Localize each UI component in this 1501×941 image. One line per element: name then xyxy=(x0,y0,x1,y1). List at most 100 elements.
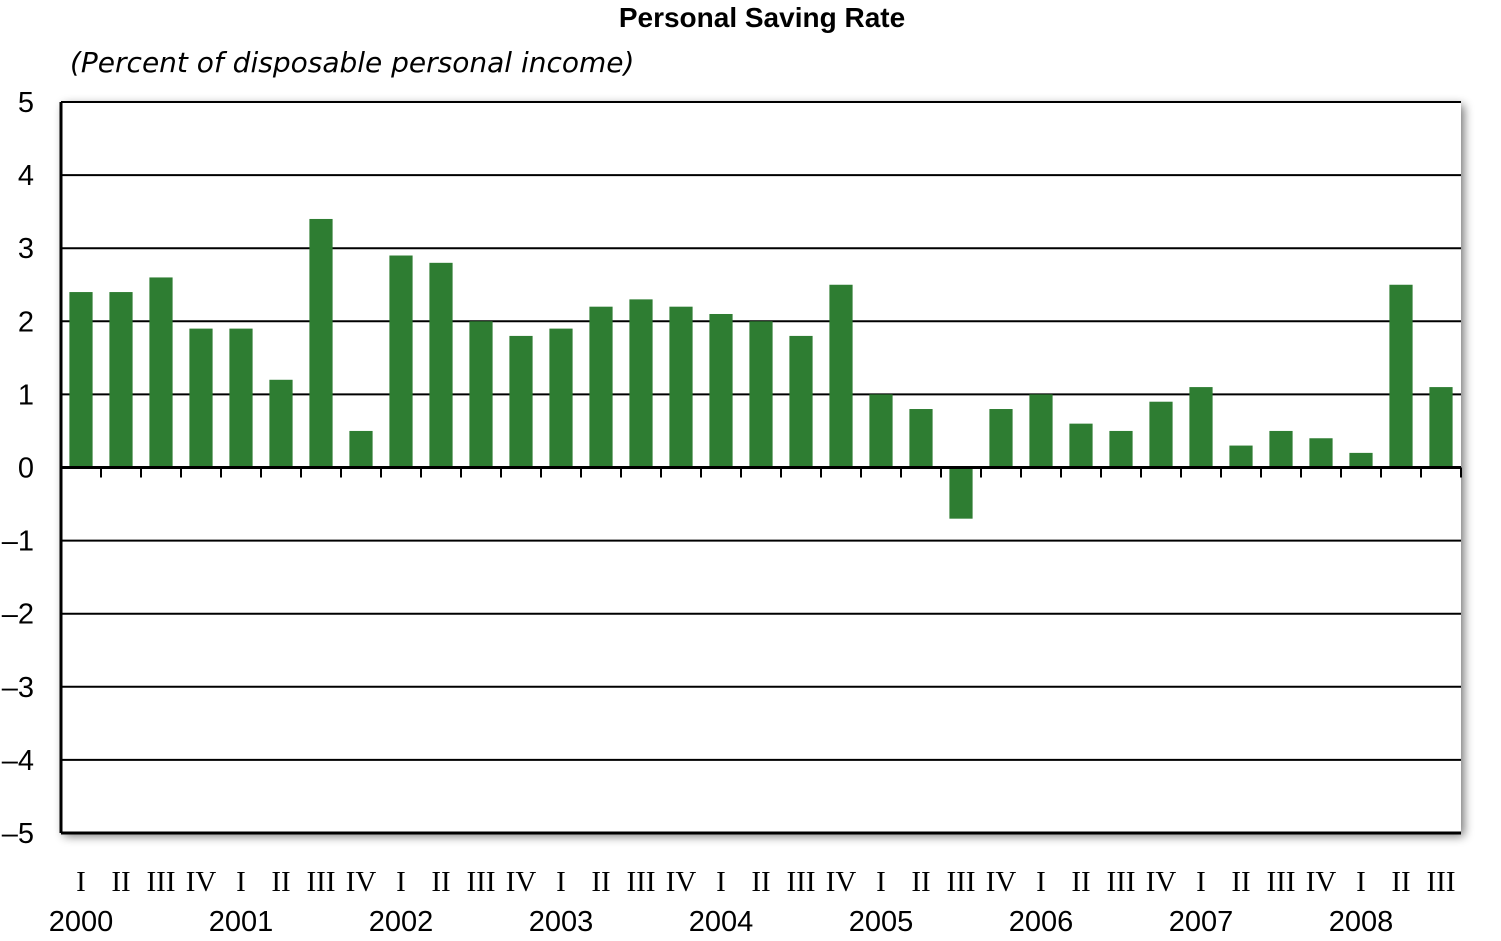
year-label: 2007 xyxy=(1169,906,1234,938)
quarter-label: I xyxy=(1356,866,1366,898)
quarter-label: II xyxy=(591,866,610,898)
quarter-label: I xyxy=(236,866,246,898)
y-tick-labels: 5 4 3 2 1 0 –1 –2 –3 –4 –5 xyxy=(2,87,34,850)
quarter-label: IV xyxy=(986,866,1017,898)
bar-25 xyxy=(1069,423,1093,468)
y-tick-label: 3 xyxy=(18,233,34,265)
quarter-label: IV xyxy=(346,866,377,898)
bar-4 xyxy=(229,328,253,468)
quarter-label: III xyxy=(1107,866,1136,898)
bar-16 xyxy=(709,313,733,468)
quarter-label: II xyxy=(271,866,290,898)
bars xyxy=(69,218,1453,519)
quarter-label: IV xyxy=(1146,866,1177,898)
quarter-label: I xyxy=(396,866,406,898)
quarter-label: I xyxy=(876,866,886,898)
quarter-label: III xyxy=(307,866,336,898)
quarter-label: II xyxy=(1391,866,1410,898)
y-tick-label: 2 xyxy=(18,306,34,338)
y-tick-label: –2 xyxy=(2,599,34,631)
bar-19 xyxy=(829,284,853,468)
year-label: 2004 xyxy=(689,906,754,938)
bar-26 xyxy=(1109,430,1133,468)
year-label: 2006 xyxy=(1009,906,1074,938)
bar-21 xyxy=(909,409,933,468)
bar-14 xyxy=(629,299,653,468)
chart-subtitle: (Percent of disposable personal income) xyxy=(70,46,634,79)
bar-34 xyxy=(1429,387,1453,468)
quarter-label: III xyxy=(147,866,176,898)
bar-5 xyxy=(269,379,293,468)
bar-15 xyxy=(669,306,693,468)
quarter-label: III xyxy=(1267,866,1296,898)
bar-22 xyxy=(949,467,973,519)
year-label: 2003 xyxy=(529,906,594,938)
bar-2 xyxy=(149,277,173,468)
quarter-label: II xyxy=(911,866,930,898)
year-labels: 2000 2001 2002 2003 2004 2005 2006 2007 2008 xyxy=(49,906,1394,938)
quarter-label: IV xyxy=(826,866,857,898)
bar-29 xyxy=(1229,445,1253,468)
y-tick-label: –4 xyxy=(2,745,34,777)
quarter-label: I xyxy=(76,866,86,898)
bar-13 xyxy=(589,306,613,468)
y-tick-label: 1 xyxy=(18,379,34,411)
quarter-label: III xyxy=(627,866,656,898)
quarter-label: IV xyxy=(186,866,217,898)
bar-12 xyxy=(549,328,573,468)
bar-9 xyxy=(429,262,453,468)
bar-27 xyxy=(1149,401,1173,468)
bar-8 xyxy=(389,255,413,468)
quarter-label: II xyxy=(1071,866,1090,898)
quarter-label: I xyxy=(716,866,726,898)
y-tick-label: 5 xyxy=(18,87,34,119)
bar-10 xyxy=(469,321,493,468)
x-tickmarks xyxy=(100,467,1462,478)
quarter-label: III xyxy=(467,866,496,898)
quarter-label: IV xyxy=(506,866,537,898)
quarter-label: III xyxy=(1427,866,1456,898)
bar-32 xyxy=(1349,452,1373,468)
bar-0 xyxy=(69,292,93,468)
year-label: 2002 xyxy=(369,906,434,938)
y-tick-label: –3 xyxy=(2,672,34,704)
quarter-label: I xyxy=(556,866,566,898)
year-label: 2000 xyxy=(49,906,114,938)
quarter-label: II xyxy=(751,866,770,898)
quarter-label: II xyxy=(1231,866,1250,898)
bar-30 xyxy=(1269,430,1293,468)
bar-11 xyxy=(509,335,533,468)
y-tick-label: –1 xyxy=(2,526,34,558)
bar-28 xyxy=(1189,387,1213,468)
year-label: 2005 xyxy=(849,906,914,938)
quarter-label: II xyxy=(111,866,130,898)
bar-6 xyxy=(309,218,333,468)
quarter-label: IV xyxy=(666,866,697,898)
y-tick-label: 0 xyxy=(18,453,34,485)
bar-17 xyxy=(749,321,773,468)
quarter-label: I xyxy=(1036,866,1046,898)
bar-33 xyxy=(1389,284,1413,468)
bar-7 xyxy=(349,430,373,468)
bar-18 xyxy=(789,335,813,468)
y-tick-label: –5 xyxy=(2,818,34,850)
quarter-labels: I II III IV I II III IV I II III IV I II III IV I II III IV… xyxy=(76,866,1455,898)
bar-3 xyxy=(189,328,213,468)
quarter-label: IV xyxy=(1306,866,1337,898)
bar-20 xyxy=(869,394,893,468)
bar-1 xyxy=(109,292,133,468)
quarter-label: III xyxy=(787,866,816,898)
bar-23 xyxy=(989,409,1013,468)
axes xyxy=(59,102,1461,835)
bar-31 xyxy=(1309,438,1333,468)
year-label: 2008 xyxy=(1329,906,1394,938)
quarter-label: I xyxy=(1196,866,1206,898)
y-tick-label: 4 xyxy=(18,160,34,192)
quarter-label: II xyxy=(431,866,450,898)
bar-24 xyxy=(1029,394,1053,468)
quarter-label: III xyxy=(947,866,976,898)
year-label: 2001 xyxy=(209,906,274,938)
chart-title: Personal Saving Rate xyxy=(619,2,905,33)
